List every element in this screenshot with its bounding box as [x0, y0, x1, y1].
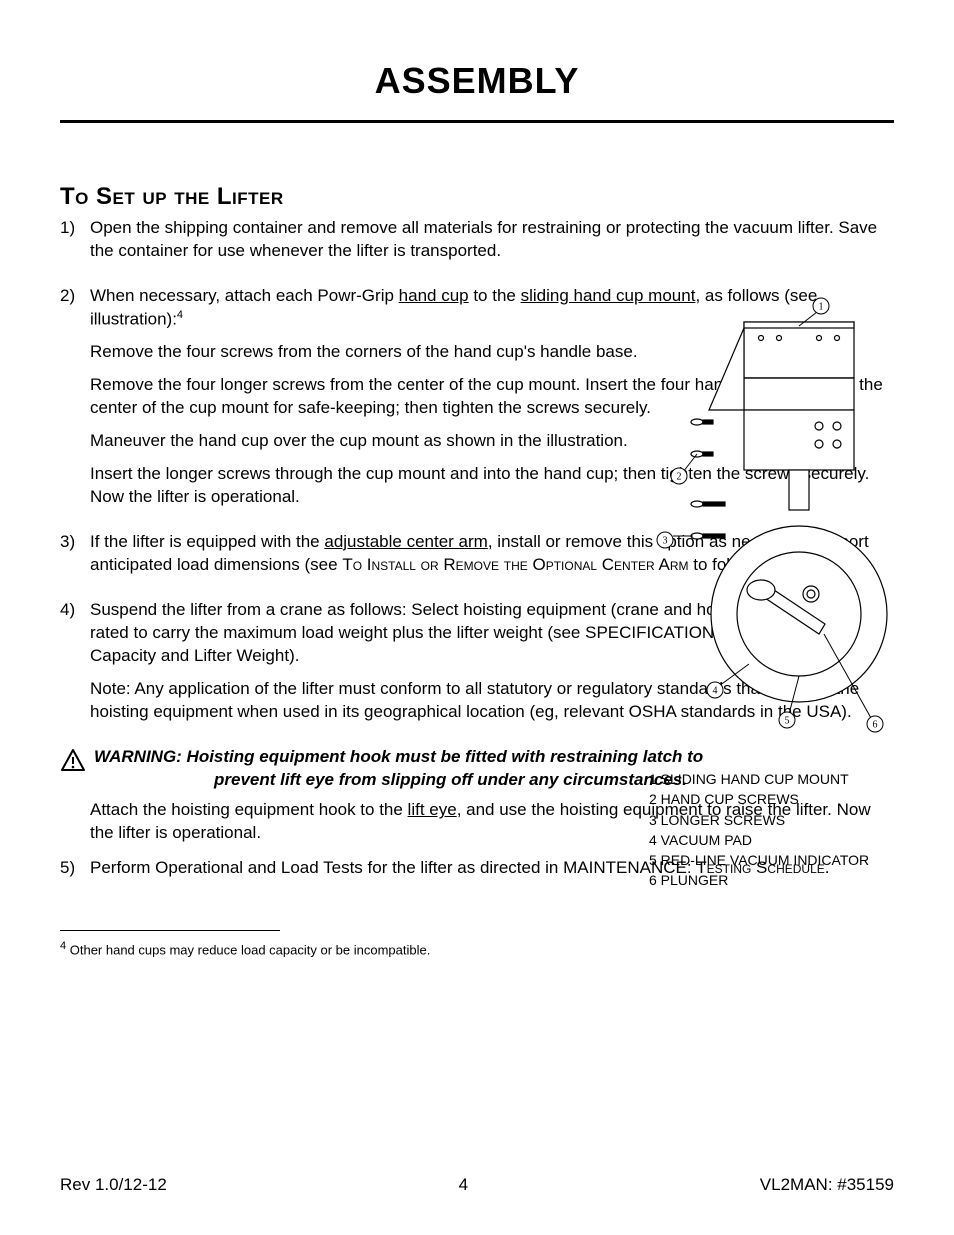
footnote-4: 4 Other hand cups may reduce load capaci… — [60, 939, 894, 959]
step-1-text: Open the shipping container and remove a… — [90, 217, 894, 263]
warning-line2: prevent lift eye from slipping off under… — [94, 769, 703, 792]
svg-text:4: 4 — [713, 686, 718, 697]
body-text: 1) Open the shipping container and remov… — [60, 217, 894, 960]
svg-text:1: 1 — [819, 302, 824, 313]
footnote-text: Other hand cups may reduce load capacity… — [66, 943, 430, 958]
svg-text:3: 3 — [663, 536, 668, 547]
warning-line1: Hoisting equipment hook must be fitted w… — [187, 747, 704, 766]
term-lift-eye: lift eye — [408, 800, 457, 819]
term-center-arm: adjustable center arm — [324, 532, 487, 551]
warning-icon — [60, 748, 88, 779]
step-number: 4) — [60, 599, 90, 734]
legend-item-1: 1 SLIDING HAND CUP MOUNT — [649, 769, 894, 789]
footnote-ref-4: 4 — [177, 309, 183, 321]
step-body: Open the shipping container and remove a… — [90, 217, 894, 273]
title-rule — [60, 120, 894, 123]
page-title: ASSEMBLY — [60, 60, 894, 102]
figure-legend: 1 SLIDING HAND CUP MOUNT 2 HAND CUP SCRE… — [649, 769, 894, 891]
legend-item-4: 4 VACUUM PAD — [649, 830, 894, 850]
svg-text:2: 2 — [677, 472, 682, 483]
step-number: 3) — [60, 531, 90, 587]
page-footer: Rev 1.0/12-12 4 VL2MAN: #35159 — [60, 1175, 894, 1195]
legend-item-6: 6 PLUNGER — [649, 870, 894, 890]
footer-page-number: 4 — [459, 1175, 468, 1195]
legend-item-5: 5 RED-LINE VACUUM INDICATOR — [649, 850, 894, 870]
footer-rev: Rev 1.0/12-12 — [60, 1175, 167, 1195]
step-number: 1) — [60, 217, 90, 273]
section-heading: To Set up the Lifter — [60, 183, 894, 211]
step-1: 1) Open the shipping container and remov… — [60, 217, 894, 273]
legend-item-2: 2 HAND CUP SCREWS — [649, 789, 894, 809]
assembly-figure: 1 2 3 4 5 6 1 SLIDING HAND CUP MOUNT 2 H… — [649, 294, 894, 891]
svg-text:5: 5 — [785, 716, 790, 727]
xref-install-arm: To Install or Remove the Optional Center… — [342, 555, 688, 574]
term-hand-cup: hand cup — [399, 286, 469, 305]
page: ASSEMBLY To Set up the Lifter 1) Open th… — [0, 0, 954, 1235]
legend-item-3: 3 LONGER SCREWS — [649, 810, 894, 830]
assembly-diagram-svg: 1 2 3 4 5 6 — [649, 294, 894, 744]
step-number: 2) — [60, 285, 90, 519]
footnote-separator — [60, 930, 280, 931]
step-number: 5) — [60, 857, 90, 890]
warning-text: WARNING: Hoisting equipment hook must be… — [94, 746, 703, 792]
svg-text:6: 6 — [873, 720, 878, 731]
warning-label: WARNING: — [94, 747, 187, 766]
footer-doc-id: VL2MAN: #35159 — [760, 1175, 894, 1195]
